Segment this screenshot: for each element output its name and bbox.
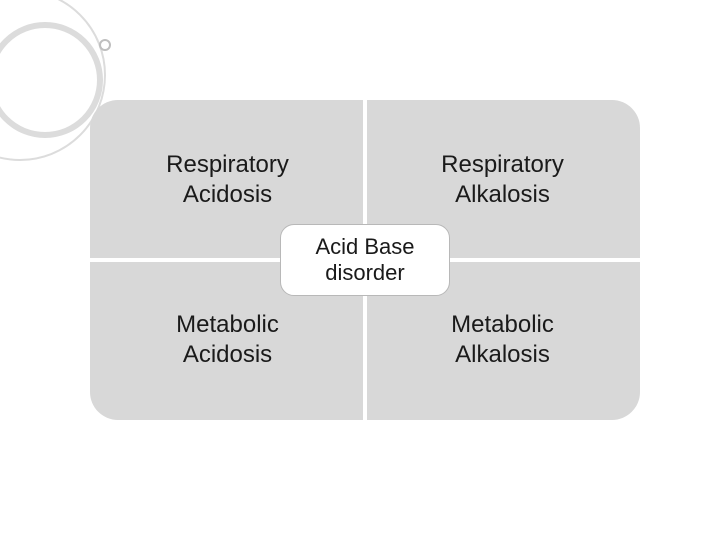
center-label: Acid Base disorder [315,234,414,287]
quadrant-label: Respiratory Alkalosis [441,150,564,210]
quadrant-label: Respiratory Acidosis [166,150,289,210]
quadrant-label: Metabolic Acidosis [176,310,279,370]
quadrant-label: Metabolic Alkalosis [451,310,554,370]
center-hub: Acid Base disorder [280,224,450,296]
